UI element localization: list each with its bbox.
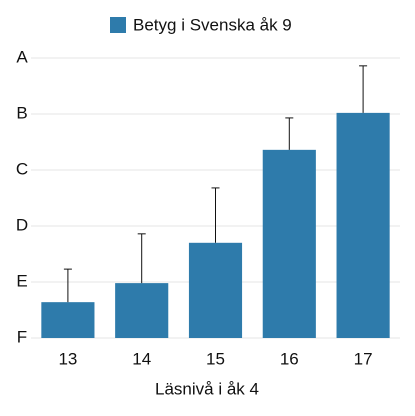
x-tick-label: 13 xyxy=(58,349,77,368)
y-tick-label: E xyxy=(16,271,27,290)
bar xyxy=(336,112,390,338)
y-tick-label: D xyxy=(16,215,28,234)
bar xyxy=(41,302,95,338)
bar xyxy=(188,242,243,338)
y-tick-label: B xyxy=(16,103,27,122)
y-tick-label: C xyxy=(16,159,28,178)
legend-swatch xyxy=(110,17,126,33)
x-axis-title: Läsnivå i åk 4 xyxy=(155,379,259,398)
x-tick-label: 15 xyxy=(206,349,225,368)
x-tick-label: 17 xyxy=(354,349,373,368)
y-tick-label: F xyxy=(17,327,27,346)
bar xyxy=(262,149,316,338)
x-tick-label: 14 xyxy=(132,349,151,368)
bar xyxy=(115,283,169,338)
x-tick-label: 16 xyxy=(280,349,299,368)
y-tick-label: A xyxy=(16,47,28,66)
legend-label: Betyg i Svenska åk 9 xyxy=(133,15,292,34)
